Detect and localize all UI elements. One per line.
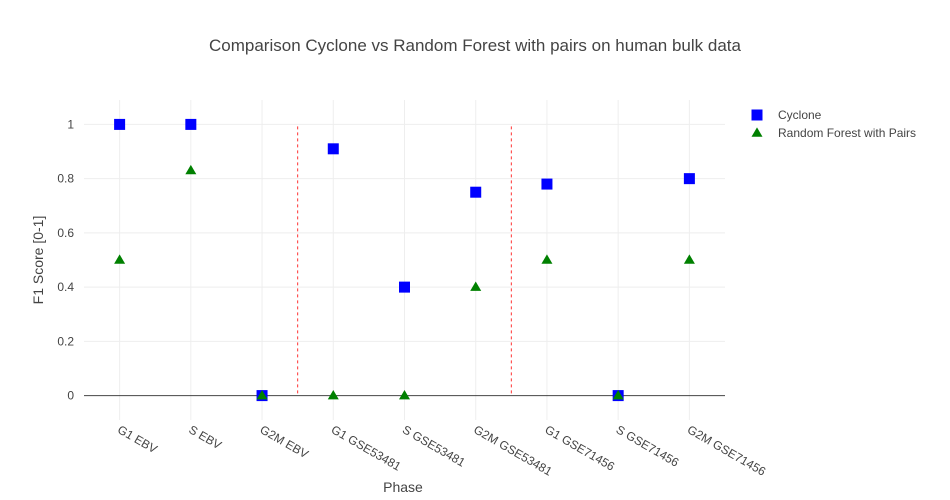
cyclone-marker[interactable] [541,178,553,190]
legend-label: Random Forest with Pairs [778,126,916,140]
random-forest-marker[interactable] [185,164,197,175]
grid-layer [84,100,725,420]
random-forest-marker[interactable] [399,390,410,400]
random-forest-marker[interactable] [541,254,553,264]
cyclone-marker[interactable] [399,281,410,293]
y-tick-label: 0.8 [57,172,74,186]
y-axis-title: F1 Score [0-1] [30,216,46,305]
legend[interactable]: Cyclone Random Forest with Pairs [751,108,917,140]
x-tick-label: G2M EBV [258,422,311,461]
separator-layer [297,126,512,396]
x-axis-title: Phase [383,479,423,495]
cyclone-marker[interactable] [470,186,482,198]
cyclone-marker[interactable] [683,173,695,185]
y-tick-label: 1 [67,117,74,131]
cyclone-marker[interactable] [185,118,197,130]
marker-layer [114,118,695,402]
chart-title: Comparison Cyclone vs Random Forest with… [209,36,742,55]
legend-label: Cyclone [778,108,822,122]
x-tick-label: S GSE53481 [400,422,468,469]
legend-square-icon[interactable] [751,109,763,121]
y-tick-label: 0.6 [57,226,74,240]
x-tick-label: G1 EBV [115,422,160,456]
y-tick-label: 0.2 [57,334,74,348]
legend-triangle-icon[interactable] [751,127,763,137]
x-tick-label: G2M GSE53481 [471,422,555,478]
random-forest-marker[interactable] [612,390,624,400]
y-tick-label: 0 [67,389,74,403]
random-forest-marker[interactable] [256,390,268,400]
cyclone-marker[interactable] [327,143,339,155]
x-tick-label: G2M GSE71456 [685,422,769,478]
random-forest-marker[interactable] [683,254,695,264]
axis-layer: 0 0.2 0.4 0.6 0.8 1 G1 EBV S EBV G2M EBV G1 GSE53… [57,117,768,478]
x-tick-label: G1 GSE53481 [329,422,404,473]
y-tick-label: 0.4 [57,280,74,294]
x-tick-label: S EBV [186,422,224,452]
x-tick-label: S GSE71456 [614,422,682,469]
random-forest-marker[interactable] [327,390,339,400]
random-forest-marker[interactable] [114,254,126,264]
cyclone-marker[interactable] [114,118,126,130]
random-forest-marker[interactable] [470,281,482,291]
